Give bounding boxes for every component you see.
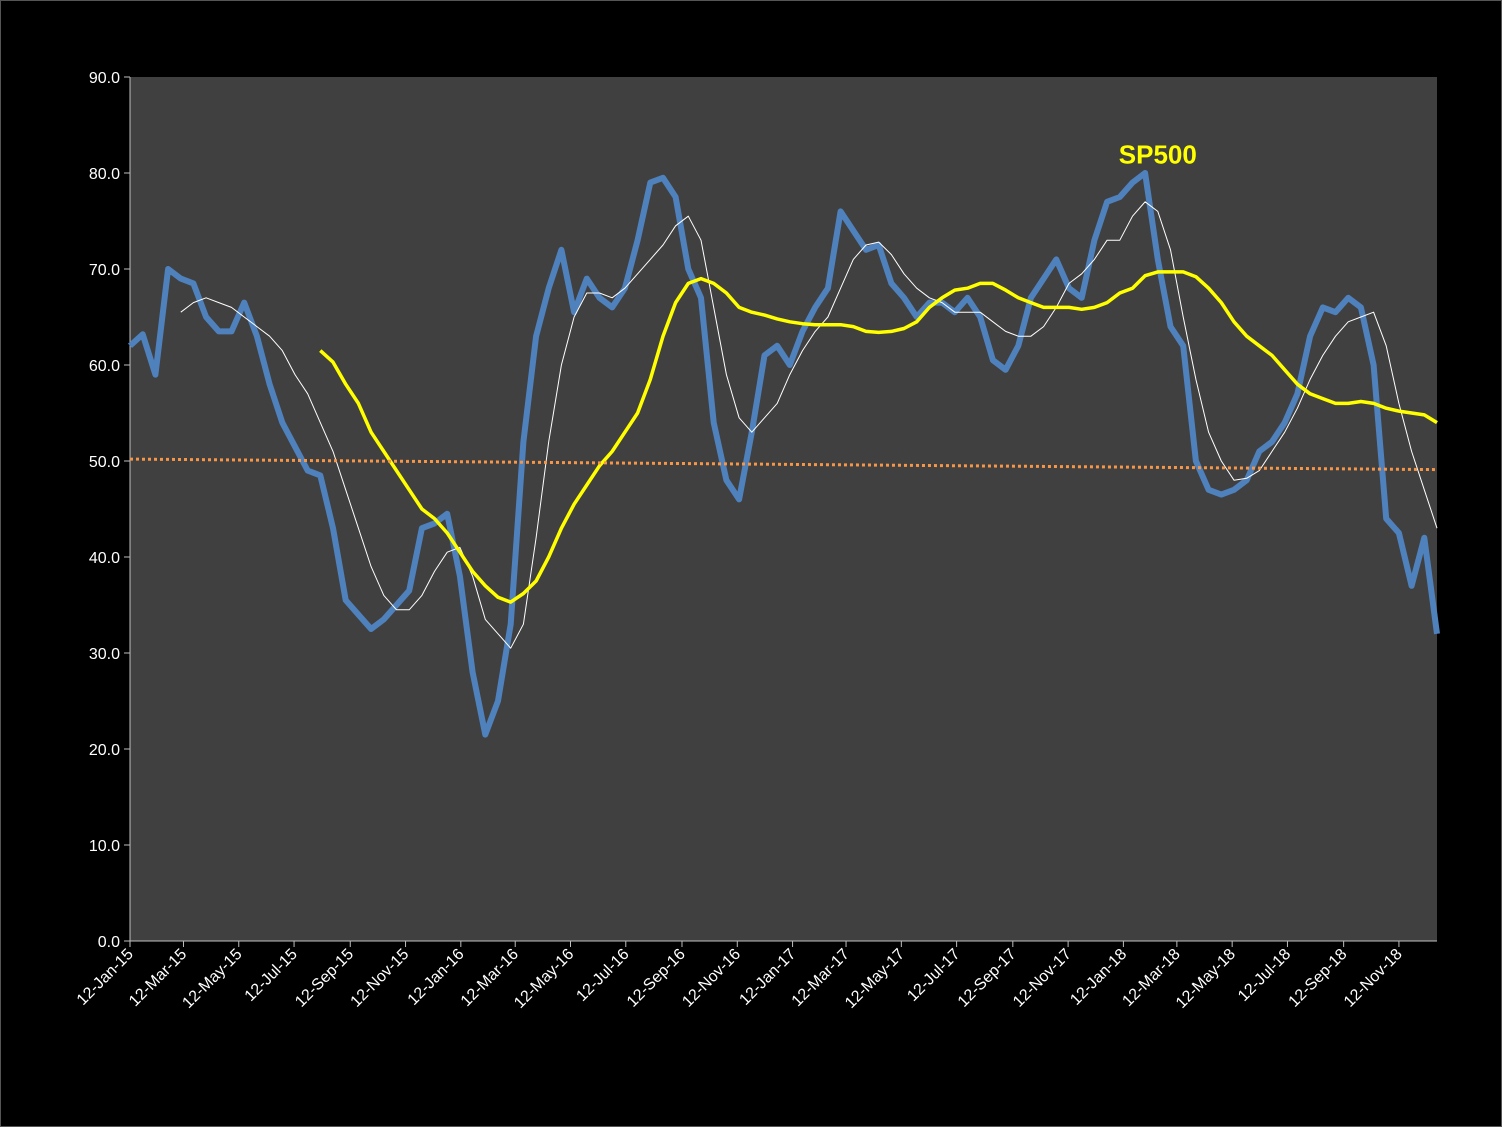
y-tick-label: 40.0 bbox=[89, 550, 120, 567]
series-line bbox=[319, 270, 1438, 604]
series-line bbox=[127, 170, 1440, 738]
series-line bbox=[180, 201, 1438, 649]
y-tick-label: 20.0 bbox=[89, 742, 120, 759]
y-tick-label: 0.0 bbox=[98, 934, 120, 951]
annotation: SP500 bbox=[1119, 139, 1197, 169]
y-tick-label: 60.0 bbox=[89, 358, 120, 375]
plot-area bbox=[130, 77, 1437, 941]
series-line bbox=[129, 457, 1438, 472]
y-tick-label: 30.0 bbox=[89, 646, 120, 663]
y-tick-label: 50.0 bbox=[89, 454, 120, 471]
y-tick-label: 80.0 bbox=[89, 166, 120, 183]
y-tick-label: 90.0 bbox=[89, 70, 120, 87]
y-tick-label: 70.0 bbox=[89, 262, 120, 279]
y-tick-label: 10.0 bbox=[89, 838, 120, 855]
